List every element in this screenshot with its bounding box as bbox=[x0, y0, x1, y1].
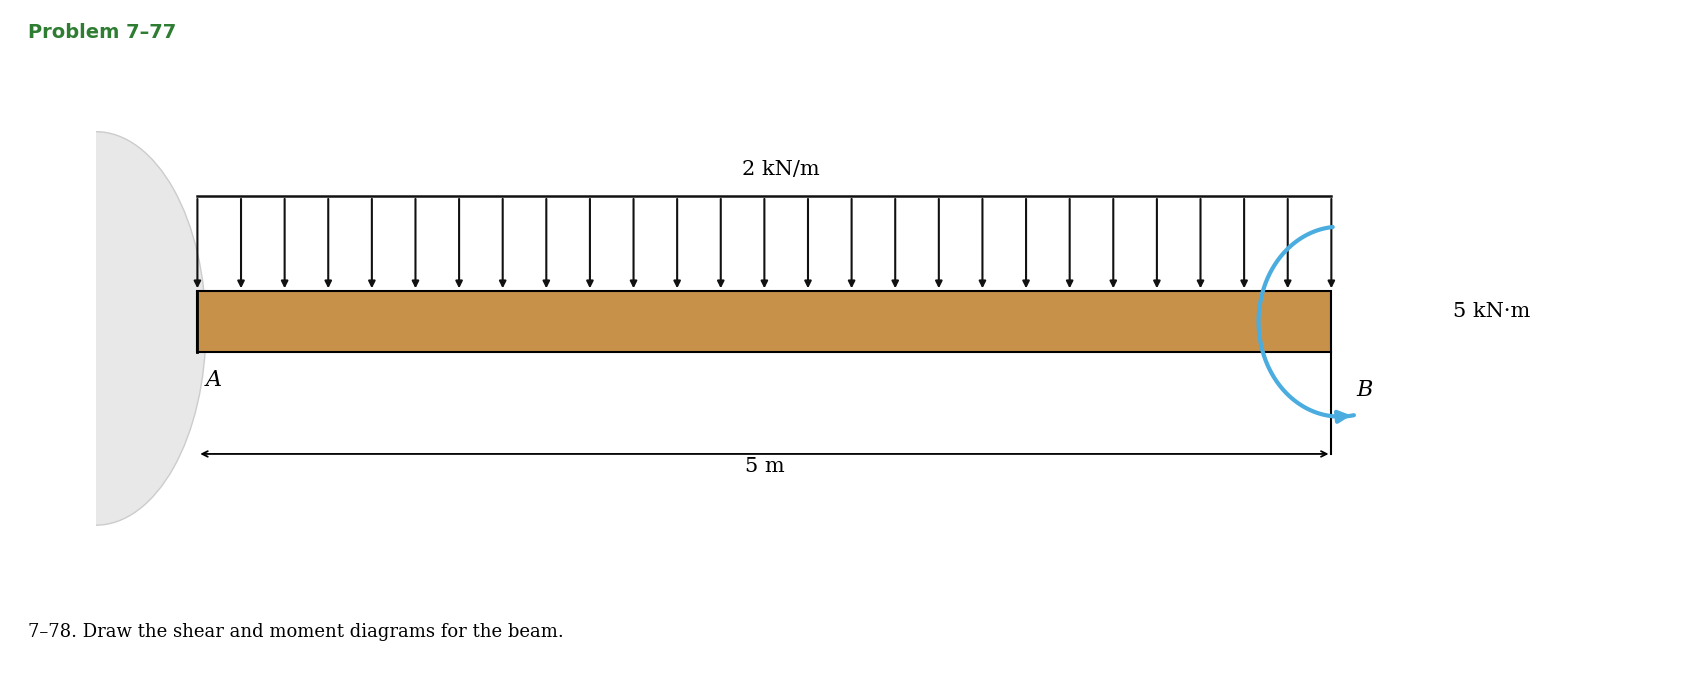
Text: Problem 7–77: Problem 7–77 bbox=[29, 23, 177, 42]
Bar bbox=[3, 3, 95, 681]
Text: 5 m: 5 m bbox=[744, 458, 784, 476]
Ellipse shape bbox=[0, 132, 205, 525]
Text: A: A bbox=[205, 369, 222, 391]
Text: 7–78. Draw the shear and moment diagrams for the beam.: 7–78. Draw the shear and moment diagrams… bbox=[29, 622, 564, 640]
Text: B: B bbox=[1357, 380, 1374, 402]
Text: 2 kN/m: 2 kN/m bbox=[742, 160, 820, 179]
Bar bbox=[197, 291, 1331, 352]
Text: 5 kN·m: 5 kN·m bbox=[1453, 302, 1530, 321]
